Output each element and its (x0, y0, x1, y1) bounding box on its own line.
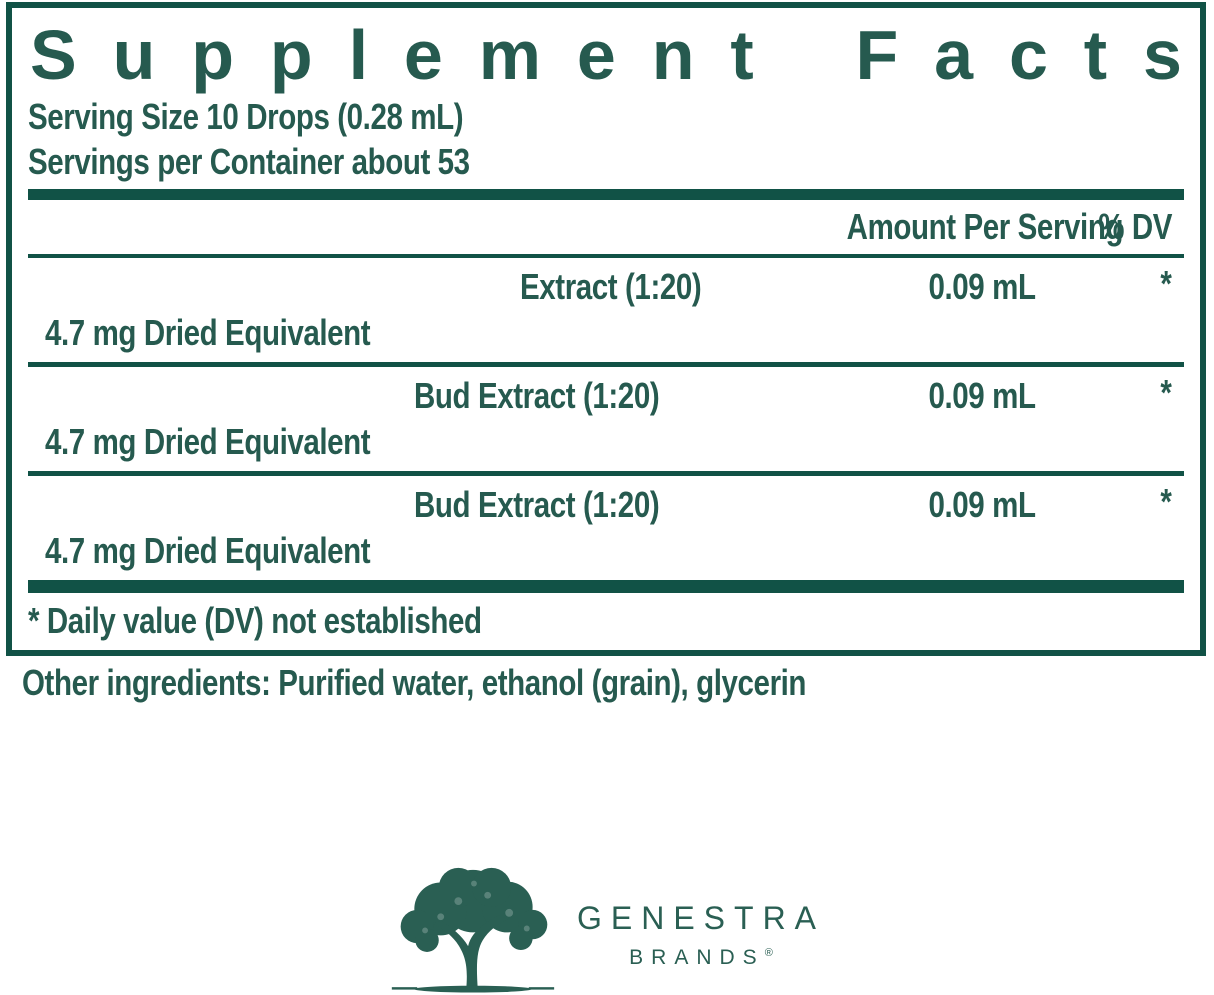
row-divider (28, 362, 1184, 367)
tree-icon (391, 867, 555, 993)
ingredient-row-main: Bud Extract (1:20) 0.09 mL * (28, 482, 1184, 528)
divider-thick-bottom (28, 580, 1184, 593)
dried-equivalent: 4.7 mg Dried Equivalent (45, 312, 371, 353)
row-divider (28, 471, 1184, 476)
servings-per-container-line: Servings per Container about 53 (28, 139, 1184, 184)
dried-equivalent: 4.7 mg Dried Equivalent (45, 530, 371, 571)
ingredient-amount: 0.09 mL (928, 484, 1036, 525)
servings-per-container-text: Servings per Container about 53 (28, 141, 470, 182)
registered-mark: ® (764, 947, 773, 959)
ingredient-name: Extract (1:20) (520, 266, 702, 307)
brand-sub: BRANDS (629, 946, 765, 969)
logo-wordmark: GENESTRA BRANDS® (573, 900, 825, 970)
ingredient-row: Bud Extract (1:20) 0.09 mL * 4.7 mg Drie… (28, 476, 1184, 574)
column-header-row: Amount Per Serving % DV (28, 200, 1184, 254)
ingredient-dv: * (1160, 372, 1172, 413)
brand-sub-line: BRANDS® (625, 941, 773, 970)
percent-dv-header: % DV (1098, 206, 1172, 247)
ingredient-row-main: Bud Extract (1:20) 0.09 mL * (28, 373, 1184, 419)
genestra-logo: GENESTRA BRANDS® (389, 862, 825, 994)
ingredient-amount: 0.09 mL (928, 375, 1036, 416)
dried-equivalent: 4.7 mg Dried Equivalent (45, 421, 371, 462)
ingredient-row: Extract (1:20) 0.09 mL * 4.7 mg Dried Eq… (28, 258, 1184, 367)
ingredient-dv: * (1160, 481, 1172, 522)
ingredient-amount: 0.09 mL (928, 266, 1036, 307)
serving-size-text: Serving Size 10 Drops (0.28 mL) (28, 96, 464, 137)
serving-size-line: Serving Size 10 Drops (0.28 mL) (28, 94, 1184, 139)
ingredient-name: Bud Extract (1:20) (414, 375, 660, 416)
amount-per-serving-header: Amount Per Serving (846, 206, 1124, 247)
dv-footnote: * Daily value (DV) not established (28, 600, 482, 641)
ingredient-row-main: Extract (1:20) 0.09 mL * (28, 264, 1184, 310)
ingredient-dv: * (1160, 263, 1172, 304)
divider-thin-header (28, 254, 1184, 258)
divider-thick-top (28, 189, 1184, 200)
ingredient-row: Bud Extract (1:20) 0.09 mL * 4.7 mg Drie… (28, 367, 1184, 476)
ingredient-name: Bud Extract (1:20) (414, 484, 660, 525)
brand-name: GENESTRA (576, 900, 826, 936)
other-ingredients: Other ingredients: Purified water, ethan… (22, 662, 807, 703)
